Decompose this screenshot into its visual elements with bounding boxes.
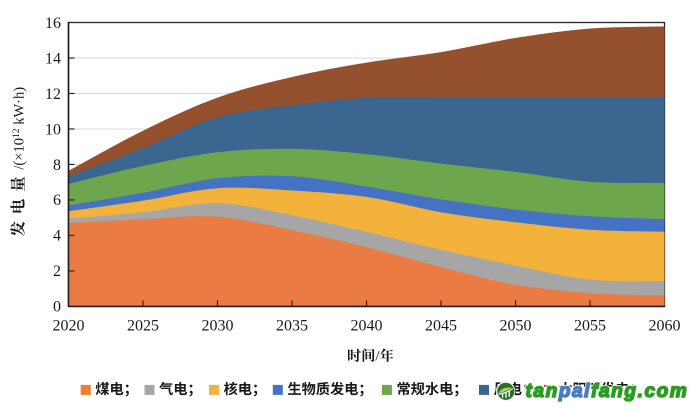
svg-text:2025: 2025	[127, 318, 159, 335]
svg-text:tanpaifang.com: tanpaifang.com	[526, 381, 689, 402]
svg-text:2050: 2050	[500, 318, 532, 335]
svg-text:16: 16	[45, 15, 61, 32]
svg-text:12: 12	[45, 86, 61, 103]
svg-text:2035: 2035	[276, 318, 308, 335]
svg-text:14: 14	[45, 50, 61, 67]
svg-text:2040: 2040	[351, 318, 383, 335]
svg-text:2055: 2055	[574, 318, 606, 335]
svg-text:10: 10	[45, 121, 61, 138]
svg-text:2045: 2045	[425, 318, 457, 335]
svg-text:8: 8	[53, 157, 61, 174]
svg-text:2020: 2020	[53, 318, 85, 335]
svg-text:tanpaifang.com: tanpaifang.com	[526, 381, 689, 402]
svg-text:2060: 2060	[649, 318, 681, 335]
svg-text:/(×1012 kW·h): /(×1012 kW·h)	[11, 87, 28, 170]
svg-text:2: 2	[53, 263, 61, 280]
svg-text:6: 6	[53, 192, 61, 209]
svg-text:4: 4	[53, 228, 61, 245]
svg-text:2030: 2030	[202, 318, 234, 335]
svg-text:0: 0	[53, 299, 61, 316]
svg-text:/: /	[375, 349, 380, 365]
